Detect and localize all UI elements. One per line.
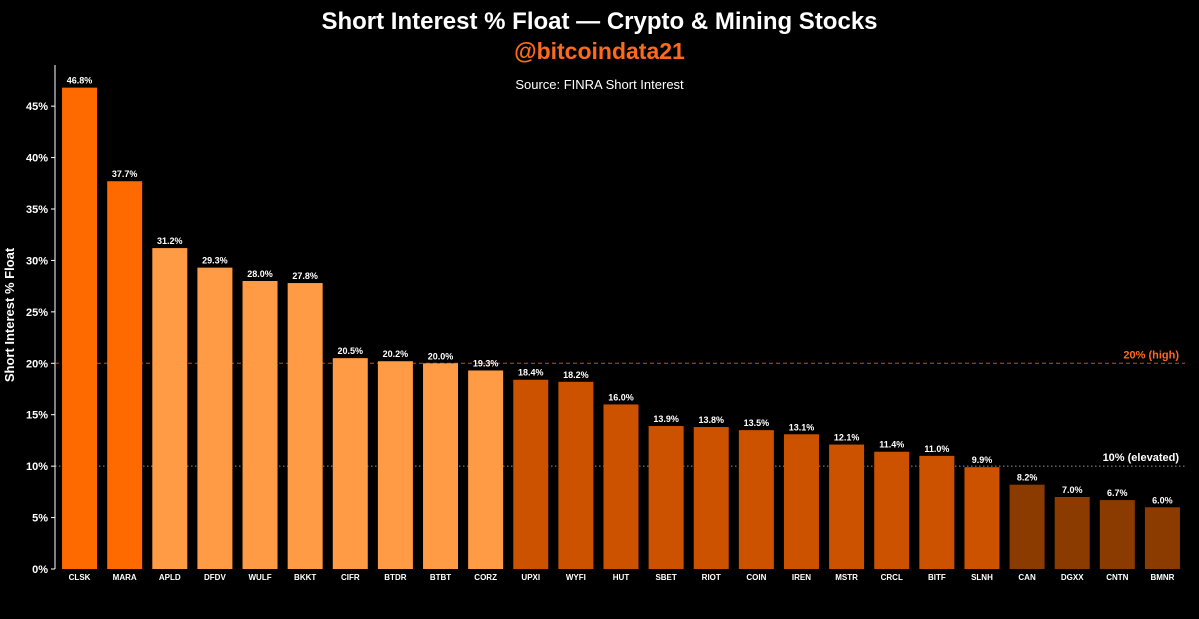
category-label: BTDR — [384, 573, 406, 582]
bar-value-label: 20.5% — [338, 346, 364, 356]
bar-value-labels: 46.8% 37.7% 31.2% 29.3% 28.0% 27.8% 20.5% 20.2%… — [67, 76, 1173, 506]
bar-value-label: 29.3% — [202, 256, 228, 266]
category-label: DFDV — [204, 573, 226, 582]
bar-value-label: 11.4% — [879, 440, 904, 450]
bar-dfdv — [197, 267, 233, 569]
bar-slnh — [964, 467, 1000, 569]
bar-value-label: 28.0% — [247, 269, 273, 279]
bar-value-label: 13.5% — [744, 418, 770, 428]
bar-clsk — [62, 87, 98, 569]
y-tick-label: 15% — [26, 410, 48, 422]
bar-mstr — [829, 444, 865, 569]
bar-value-label: 20.0% — [428, 351, 454, 361]
bar-bmnr — [1144, 507, 1180, 569]
bar-value-label: 12.1% — [834, 433, 860, 443]
chart-handle: @bitcoindata21 — [514, 38, 685, 64]
category-label: BMNR — [1150, 573, 1174, 582]
bar-value-label: 31.2% — [157, 236, 183, 246]
bar-hut — [603, 404, 639, 569]
category-label: CORZ — [474, 573, 497, 582]
y-tick-label: 10% — [26, 461, 48, 473]
reference-label-10: 10% (elevated) — [1103, 452, 1180, 464]
bar-value-label: 18.4% — [518, 368, 544, 378]
bar-btbt — [423, 363, 459, 569]
y-tick-label: 35% — [26, 204, 48, 216]
y-tick-label: 45% — [26, 101, 48, 113]
bar-value-label: 6.7% — [1107, 488, 1128, 498]
bar-bkkt — [287, 283, 323, 569]
category-label: CNTN — [1106, 573, 1128, 582]
y-tick-label: 5% — [32, 513, 48, 525]
bar-value-label: 6.0% — [1152, 495, 1173, 505]
x-axis-category-labels: CLSK MARA APLD DFDV WULF BKKT CIFR BTDR BTBT CORZ… — [69, 573, 1175, 582]
category-label: BKKT — [294, 573, 316, 582]
bar-value-label: 13.1% — [789, 422, 815, 432]
bar-value-label: 46.8% — [67, 76, 93, 86]
bar-value-label: 8.2% — [1017, 473, 1038, 483]
category-label: BTBT — [430, 573, 451, 582]
chart-source: Source: FINRA Short Interest — [515, 77, 684, 92]
category-label: CRCL — [881, 573, 903, 582]
bar-value-label: 13.8% — [698, 415, 724, 425]
category-label: MSTR — [835, 573, 858, 582]
category-label: IREN — [792, 573, 811, 582]
y-tick-label: 25% — [26, 307, 48, 319]
bar-cifr — [332, 358, 368, 569]
bar-value-label: 37.7% — [112, 169, 138, 179]
category-label: CIFR — [341, 573, 360, 582]
bar-bitf — [919, 455, 955, 569]
bar-value-label: 11.0% — [924, 444, 949, 454]
bar-btdr — [377, 361, 413, 569]
bar-apld — [152, 248, 188, 570]
category-label: DGXX — [1061, 573, 1084, 582]
category-label: CLSK — [69, 573, 91, 582]
category-label: BITF — [928, 573, 946, 582]
bar-value-label: 13.9% — [653, 414, 679, 424]
bar-value-label: 9.9% — [972, 455, 993, 465]
category-label: COIN — [746, 573, 766, 582]
category-label: CAN — [1018, 573, 1036, 582]
bar-crcl — [874, 451, 910, 569]
bar-corz — [468, 370, 504, 569]
bar-riot — [693, 427, 729, 569]
y-tick-label: 20% — [26, 358, 48, 370]
bar-value-label: 19.3% — [473, 358, 499, 368]
bar-wulf — [242, 281, 278, 569]
chart-title: Short Interest % Float — Crypto & Mining… — [321, 8, 878, 35]
bar-value-label: 20.2% — [383, 349, 409, 359]
category-label: HUT — [613, 573, 630, 582]
y-tick-label: 40% — [26, 153, 48, 165]
category-label: WYFI — [566, 573, 586, 582]
bar-value-label: 27.8% — [292, 271, 318, 281]
category-label: SBET — [655, 573, 676, 582]
bar-iren — [783, 434, 819, 569]
bar-cntn — [1099, 500, 1135, 569]
bar-value-label: 16.0% — [608, 392, 634, 402]
bar-can — [1009, 484, 1045, 569]
y-tick-label: 0% — [32, 564, 48, 576]
y-axis: 0% 5% 10% 15% 20% 25% 30% 35% 40% 45% — [26, 65, 56, 576]
bar-coin — [738, 430, 774, 569]
bar-dgxx — [1054, 497, 1090, 569]
category-label: WULF — [248, 573, 271, 582]
category-label: APLD — [159, 573, 181, 582]
bar-value-label: 18.2% — [563, 370, 589, 380]
bar-sbet — [648, 426, 684, 569]
bar-upxi — [513, 379, 549, 569]
bar-wyfi — [558, 381, 594, 569]
category-label: RIOT — [702, 573, 721, 582]
category-label: SLNH — [971, 573, 993, 582]
category-label: UPXI — [521, 573, 540, 582]
bars — [62, 87, 1180, 570]
bar-mara — [107, 181, 143, 569]
reference-label-20: 20% (high) — [1123, 349, 1179, 361]
category-label: MARA — [113, 573, 137, 582]
bar-value-label: 7.0% — [1062, 485, 1083, 495]
y-axis-title: Short Interest % Float — [2, 247, 17, 382]
y-tick-label: 30% — [26, 255, 48, 267]
